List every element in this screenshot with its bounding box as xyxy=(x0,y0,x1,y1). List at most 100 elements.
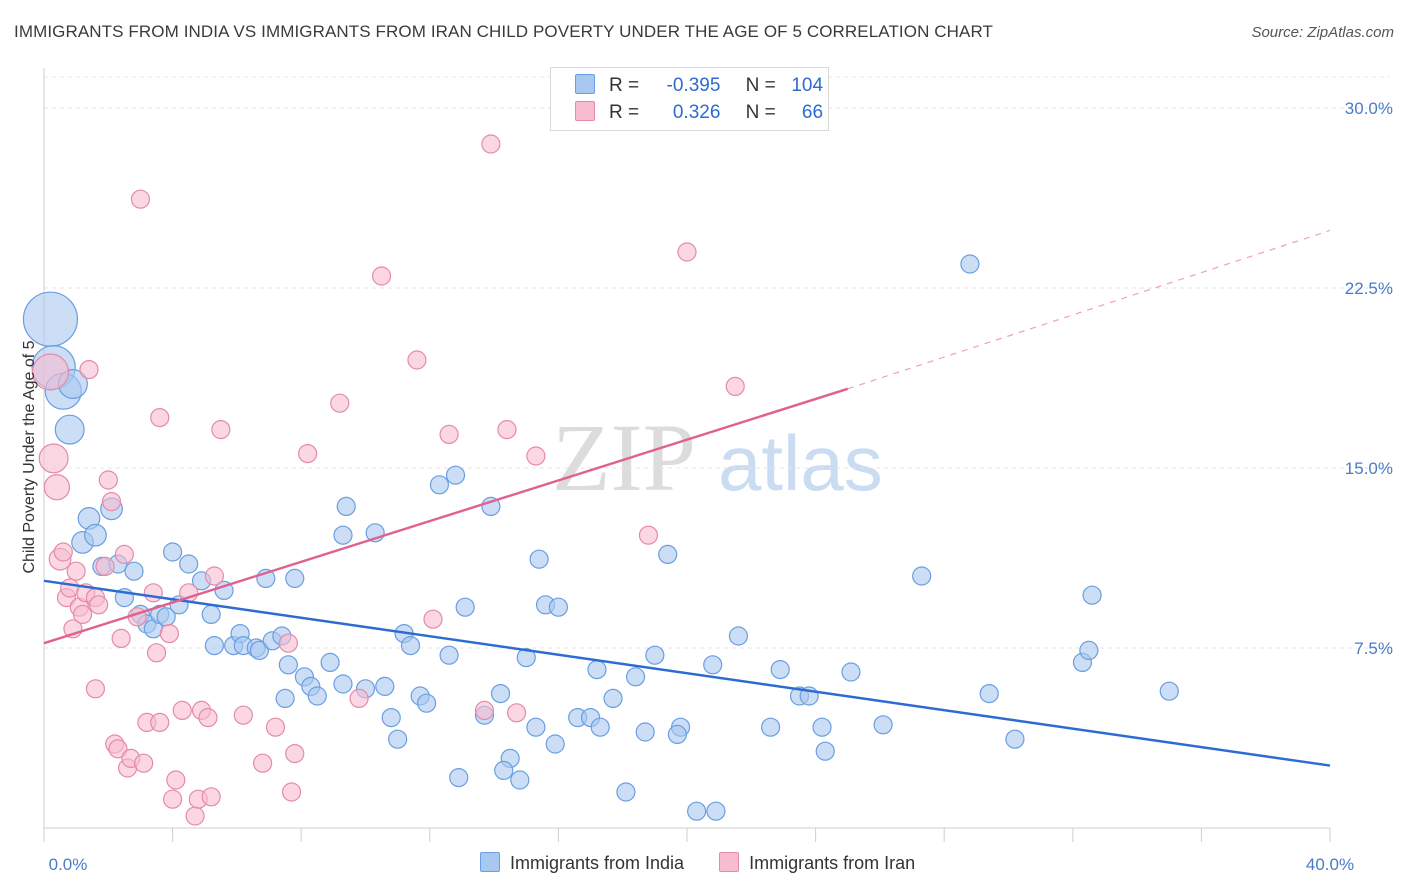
point-1-16 xyxy=(95,556,115,577)
point-1-56 xyxy=(423,609,443,629)
point-1-6 xyxy=(60,578,80,598)
point-1-8 xyxy=(66,561,86,581)
point-1-49 xyxy=(281,782,302,802)
series-name-iran: Immigrants from Iran xyxy=(749,853,916,873)
point-1-46 xyxy=(253,753,273,773)
point-0-68 xyxy=(548,597,569,617)
point-1-34 xyxy=(163,789,183,809)
point-1-32 xyxy=(150,408,170,428)
point-1-31 xyxy=(150,712,170,733)
point-1-52 xyxy=(330,393,350,413)
y-tick-label-1: 15.0% xyxy=(1345,459,1393,478)
x-ticks: 0.0% 40.0% xyxy=(49,855,1354,874)
legend-n-value-india: 104 xyxy=(791,75,824,96)
point-0-0 xyxy=(22,291,79,347)
points xyxy=(22,134,1179,826)
point-0-29 xyxy=(249,640,270,661)
chart-title: IMMIGRANTS FROM INDIA VS IMMIGRANTS FROM… xyxy=(14,22,994,41)
point-0-75 xyxy=(625,667,646,687)
point-1-35 xyxy=(166,770,186,790)
point-1-48 xyxy=(278,633,298,653)
point-0-61 xyxy=(494,760,514,781)
point-1-45 xyxy=(233,705,253,725)
point-0-84 xyxy=(728,626,749,646)
point-1-20 xyxy=(108,739,128,759)
point-1-4 xyxy=(53,542,73,562)
point-0-71 xyxy=(590,717,610,737)
point-1-2 xyxy=(43,474,71,501)
point-1-26 xyxy=(130,189,151,209)
point-0-55 xyxy=(455,597,475,617)
point-1-62 xyxy=(526,446,546,466)
point-1-64 xyxy=(677,242,697,262)
point-0-20 xyxy=(179,554,199,574)
point-0-100 xyxy=(1159,681,1179,701)
point-1-53 xyxy=(349,688,369,709)
series-swatch-iran xyxy=(719,852,740,872)
legend-swatch-india xyxy=(575,74,595,94)
y-ticks: 7.5% 15.0% 22.5% 30.0% xyxy=(1345,99,1393,658)
point-1-47 xyxy=(265,717,286,737)
point-1-44 xyxy=(211,420,231,440)
point-0-53 xyxy=(439,645,459,665)
point-0-77 xyxy=(645,645,665,665)
legend-r-label: R = xyxy=(609,75,640,96)
point-0-83 xyxy=(703,655,723,675)
y-axis-label: Child Poverty Under the Age of 5 xyxy=(21,340,38,573)
chart-source: Source: ZipAtlas.com xyxy=(1251,24,1394,41)
point-0-98 xyxy=(1079,640,1099,661)
point-0-23 xyxy=(201,604,221,625)
point-1-58 xyxy=(474,700,495,721)
point-1-59 xyxy=(481,134,501,154)
point-0-34 xyxy=(285,568,305,589)
point-1-63 xyxy=(638,525,659,545)
point-0-76 xyxy=(635,722,655,742)
legend-row-iran: R = 0.326 N = 66 xyxy=(575,101,823,127)
trend-line-1 xyxy=(43,387,849,645)
point-1-50 xyxy=(285,743,305,764)
legend-n-label: N = xyxy=(745,102,776,123)
point-1-36 xyxy=(172,700,192,721)
point-1-51 xyxy=(298,444,318,464)
point-1-18 xyxy=(101,492,122,512)
point-0-36 xyxy=(275,688,295,709)
point-0-90 xyxy=(815,741,835,761)
point-1-57 xyxy=(439,424,459,444)
point-0-92 xyxy=(873,715,893,735)
point-1-42 xyxy=(201,787,221,807)
point-0-38 xyxy=(307,686,327,706)
point-0-58 xyxy=(490,683,511,704)
point-0-19 xyxy=(163,542,183,562)
point-0-64 xyxy=(526,717,546,737)
point-0-96 xyxy=(1005,729,1025,749)
series-legend: Immigrants from India Immigrants from Ir… xyxy=(480,852,945,874)
point-0-11 xyxy=(124,561,144,581)
point-0-94 xyxy=(960,254,980,274)
point-1-55 xyxy=(407,350,427,370)
point-0-51 xyxy=(416,693,437,713)
point-1-21 xyxy=(111,628,131,649)
point-0-39 xyxy=(320,652,340,673)
point-1-0 xyxy=(31,353,70,391)
point-0-40 xyxy=(333,674,353,694)
point-0-49 xyxy=(400,635,421,656)
trend-line-0 xyxy=(43,579,1331,767)
point-0-33 xyxy=(278,655,298,675)
point-0-65 xyxy=(529,549,549,569)
point-1-41 xyxy=(198,707,218,728)
point-1-22 xyxy=(114,544,134,565)
series-legend-iran: Immigrants from Iran xyxy=(719,852,915,874)
watermark-zip: ZIP xyxy=(552,404,696,511)
point-0-63 xyxy=(516,647,536,668)
point-0-85 xyxy=(760,717,781,737)
point-0-24 xyxy=(204,635,224,656)
point-0-99 xyxy=(1082,585,1102,605)
point-0-89 xyxy=(812,717,832,737)
point-1-30 xyxy=(146,643,167,663)
point-0-66 xyxy=(545,734,565,754)
point-0-54 xyxy=(445,465,466,485)
point-1-27 xyxy=(134,753,154,773)
point-0-46 xyxy=(381,707,401,728)
point-0-47 xyxy=(388,729,408,749)
legend-n-value-iran: 66 xyxy=(801,102,824,123)
